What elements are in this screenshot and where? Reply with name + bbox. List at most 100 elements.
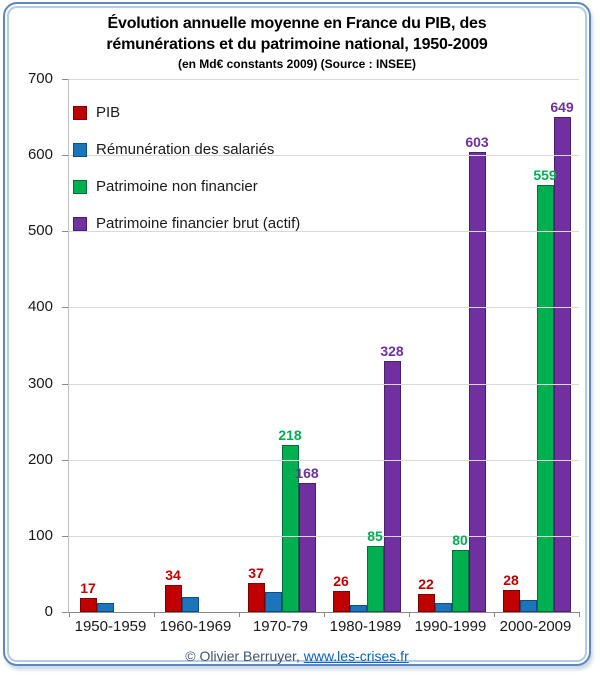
bar: 168 bbox=[295, 465, 319, 612]
bar: 34 bbox=[164, 567, 182, 612]
bar-group: 28 559 649 bbox=[494, 79, 579, 612]
bar: 649 bbox=[550, 99, 574, 612]
legend-item: Patrimoine non financier bbox=[73, 168, 300, 205]
bar bbox=[434, 602, 452, 612]
bar-group: 37 218 168 bbox=[239, 79, 324, 612]
x-axis-category-label: 1970-79 bbox=[252, 618, 309, 635]
legend-swatch-icon bbox=[73, 105, 87, 120]
bar-value-label: 559 bbox=[533, 167, 557, 184]
plot-area: 17 34 37 218 168 26 85 328 22 80 603 28 559 649 bbox=[62, 79, 580, 617]
y-axis-tick bbox=[62, 79, 68, 80]
bar-value-label: 34 bbox=[165, 567, 181, 584]
bar: 603 bbox=[465, 134, 489, 612]
chart-subtitle: (en Md€ constants 2009) (Source : INSEE) bbox=[177, 57, 417, 71]
bar-value-label: 168 bbox=[295, 465, 319, 482]
footer-credit-text: © Olivier Berruyer, bbox=[185, 648, 304, 664]
legend-label: PIB bbox=[96, 104, 121, 121]
y-axis-labels: 700 600 500 400 300 200 100 0 bbox=[11, 70, 63, 620]
bar-value-label: 17 bbox=[80, 580, 96, 597]
bar bbox=[519, 599, 537, 612]
footer-credit: © Olivier Berruyer, www.les-crises.fr bbox=[5, 648, 589, 664]
y-axis-tick-label: 100 bbox=[27, 526, 53, 544]
bar-value-label: 80 bbox=[452, 532, 468, 549]
y-axis-tick bbox=[62, 383, 68, 385]
y-axis-tick-label: 0 bbox=[44, 603, 53, 620]
bar-groups: 17 34 37 218 168 26 85 328 22 80 603 28 559 649 bbox=[69, 79, 579, 612]
y-axis-tick-label: 200 bbox=[27, 450, 53, 468]
x-axis-tick bbox=[69, 612, 70, 617]
x-axis-category-label: 1950-1959 bbox=[74, 618, 147, 635]
y-axis-tick-label: 600 bbox=[27, 146, 53, 164]
y-axis-tick bbox=[62, 612, 68, 613]
y-axis-tick bbox=[62, 535, 68, 537]
bar bbox=[181, 596, 199, 612]
legend-swatch-icon bbox=[73, 216, 87, 231]
legend-label: Rémunération des salariés bbox=[96, 141, 275, 158]
gridline bbox=[69, 459, 579, 461]
bar: 328 bbox=[380, 343, 404, 612]
bar: 28 bbox=[502, 572, 520, 612]
x-axis-category-label: 1990-1999 bbox=[414, 618, 487, 635]
bar-value-label: 22 bbox=[418, 576, 434, 593]
bar: 80 bbox=[451, 532, 469, 612]
x-axis-tick bbox=[154, 612, 155, 617]
bar-value-label: 28 bbox=[503, 571, 519, 588]
bar bbox=[264, 591, 282, 612]
bar: 22 bbox=[417, 576, 435, 612]
bar-value-label: 328 bbox=[380, 343, 404, 360]
bar-value-label: 37 bbox=[248, 564, 264, 581]
y-axis-tick-label: 300 bbox=[27, 374, 53, 392]
bar-group: 26 85 328 bbox=[324, 79, 409, 612]
gridline bbox=[69, 535, 579, 537]
bar: 85 bbox=[366, 528, 384, 612]
x-axis-category-label: 1980-1989 bbox=[329, 618, 402, 635]
legend-swatch-icon bbox=[73, 179, 87, 194]
legend-item: Patrimoine financier brut (actif) bbox=[73, 205, 300, 242]
bar-group: 22 80 603 bbox=[409, 79, 494, 612]
x-axis-tick bbox=[324, 612, 325, 617]
gridline bbox=[69, 307, 579, 309]
y-axis-tick bbox=[62, 231, 68, 233]
bar-value-label: 218 bbox=[278, 427, 302, 444]
chart-frame: Évolution annuelle moyenne en France du … bbox=[3, 2, 591, 666]
x-axis-tick bbox=[239, 612, 240, 617]
bar: 26 bbox=[332, 573, 350, 612]
y-axis-tick bbox=[62, 459, 68, 461]
gridline bbox=[69, 231, 579, 233]
y-axis-tick bbox=[62, 307, 68, 309]
x-axis-category-label: 2000-2009 bbox=[499, 618, 572, 635]
x-axis-category-label: 1960-1969 bbox=[159, 618, 232, 635]
legend-label: Patrimoine non financier bbox=[96, 178, 258, 195]
chart-title-line1: Évolution annuelle moyenne en France du … bbox=[107, 15, 487, 32]
gridline bbox=[69, 383, 579, 385]
bar-value-label: 85 bbox=[367, 528, 383, 545]
bar-group: 17 bbox=[69, 79, 154, 612]
bar: 559 bbox=[533, 167, 557, 612]
chart-title-line2: rémunérations et du patrimoine national,… bbox=[106, 36, 488, 53]
legend-label: Patrimoine financier brut (actif) bbox=[96, 215, 301, 232]
x-axis-tick bbox=[409, 612, 410, 617]
gridline bbox=[69, 79, 579, 80]
x-axis-tick bbox=[579, 612, 580, 617]
y-axis-tick-label: 700 bbox=[27, 70, 53, 87]
footer-link[interactable]: www.les-crises.fr bbox=[303, 648, 409, 664]
x-axis-labels: 1950-1959 1960-1969 1970-79 1980-1989 1990-1… bbox=[68, 618, 578, 635]
y-axis-tick-label: 400 bbox=[27, 298, 53, 316]
bar: 218 bbox=[278, 427, 302, 612]
bar: 17 bbox=[79, 580, 97, 612]
bar bbox=[349, 604, 367, 612]
x-axis-tick bbox=[494, 612, 495, 617]
legend-item: Rémunération des salariés bbox=[73, 131, 300, 168]
bar-value-label: 603 bbox=[465, 133, 489, 150]
bar-value-label: 26 bbox=[333, 573, 349, 590]
y-axis-tick bbox=[62, 155, 68, 157]
gridline bbox=[69, 155, 579, 157]
bar bbox=[96, 602, 114, 612]
legend-item: PIB bbox=[73, 94, 300, 131]
legend-swatch-icon bbox=[73, 142, 87, 157]
bar-group: 34 bbox=[154, 79, 239, 612]
chart-title-block: Évolution annuelle moyenne en France du … bbox=[5, 13, 589, 71]
y-axis-tick-label: 500 bbox=[27, 222, 53, 240]
bar-value-label: 649 bbox=[550, 98, 574, 115]
legend: PIB Rémunération des salariés Patrimoine n… bbox=[73, 94, 300, 242]
